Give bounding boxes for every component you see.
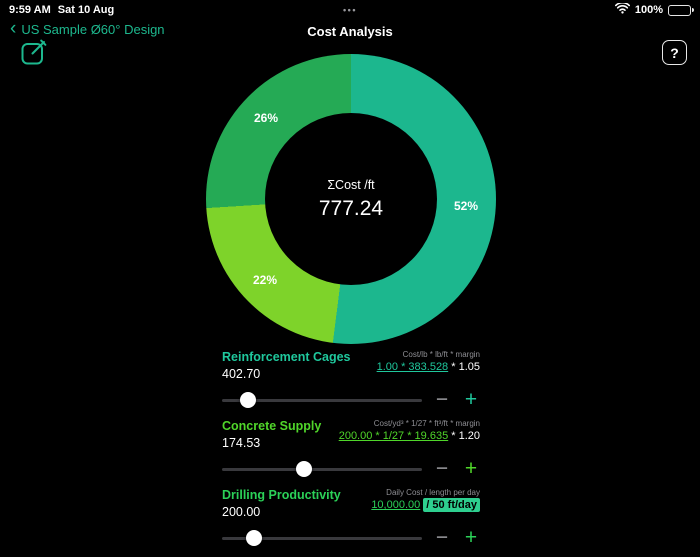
row-value: 200.00 bbox=[222, 505, 261, 519]
reinforcement-slider[interactable] bbox=[222, 392, 422, 408]
battery-icon bbox=[668, 4, 694, 16]
edit-button[interactable] bbox=[20, 38, 48, 66]
back-label: US Sample Ø60° Design bbox=[21, 22, 165, 37]
formula-suffix: * 1.20 bbox=[448, 430, 480, 442]
status-right: 100% bbox=[614, 1, 694, 17]
slider-thumb[interactable] bbox=[240, 392, 256, 408]
slice-label-reinforcement: 52% bbox=[453, 199, 479, 213]
clock: 9:59 AM bbox=[9, 4, 51, 16]
row-value: 402.70 bbox=[222, 367, 261, 381]
slider-thumb[interactable] bbox=[296, 461, 312, 477]
page-title: Cost Analysis bbox=[307, 24, 393, 39]
row-title: Concrete Supply bbox=[222, 419, 322, 433]
status-bar: 9:59 AM Sat 10 Aug ••• 100% bbox=[0, 0, 700, 20]
row-left: Concrete Supply 174.53 bbox=[222, 419, 321, 450]
help-label: ? bbox=[670, 44, 679, 61]
increment-button[interactable]: + bbox=[464, 388, 478, 411]
donut-chart: 52% 22% 26% ΣCost /ft 777.24 bbox=[206, 54, 496, 344]
increment-button[interactable]: + bbox=[464, 526, 478, 549]
formula-link[interactable]: 10,000.00 bbox=[371, 499, 421, 511]
row-title: Drilling Productivity bbox=[222, 488, 341, 502]
date: Sat 10 Aug bbox=[57, 4, 115, 16]
wifi-icon bbox=[614, 1, 630, 17]
compose-icon bbox=[20, 39, 48, 70]
decrement-button[interactable]: − bbox=[435, 457, 449, 480]
help-button[interactable]: ? bbox=[662, 40, 687, 65]
row-left: Reinforcement Cages 402.70 bbox=[222, 350, 351, 381]
back-chevron-icon: ‹ bbox=[10, 18, 17, 39]
status-left: 9:59 AM Sat 10 Aug bbox=[9, 4, 114, 16]
total-cost-label: ΣCost /ft bbox=[327, 177, 375, 192]
battery-percent: 100% bbox=[634, 4, 663, 16]
row-value: 174.53 bbox=[222, 436, 261, 450]
multitask-dots: ••• bbox=[343, 5, 357, 15]
donut-center: ΣCost /ft 777.24 bbox=[265, 113, 437, 285]
formula-caption: Cost/lb * lb/ft * margin bbox=[402, 350, 480, 359]
back-button[interactable]: ‹ US Sample Ø60° Design bbox=[10, 18, 165, 39]
drilling-slider[interactable] bbox=[222, 530, 422, 546]
slider-thumb[interactable] bbox=[246, 530, 262, 546]
slice-label-concrete: 22% bbox=[252, 273, 278, 287]
row-drilling-productivity: Drilling Productivity 200.00 Daily Cost … bbox=[222, 488, 480, 549]
cost-donut-chart-area: 52% 22% 26% ΣCost /ft 777.24 bbox=[206, 54, 496, 344]
row-reinforcement-cages: Reinforcement Cages 402.70 Cost/lb * lb/… bbox=[222, 350, 480, 411]
cost-parameter-list: Reinforcement Cages 402.70 Cost/lb * lb/… bbox=[222, 350, 480, 557]
concrete-slider[interactable] bbox=[222, 461, 422, 477]
increment-button[interactable]: + bbox=[464, 457, 478, 480]
row-title: Reinforcement Cages bbox=[222, 350, 351, 364]
formula-link[interactable]: 1.00 * 383.528 bbox=[376, 361, 449, 373]
decrement-button[interactable]: − bbox=[435, 526, 449, 549]
formula-suffix: * 1.05 bbox=[448, 361, 480, 373]
row-left: Drilling Productivity 200.00 bbox=[222, 488, 341, 519]
formula-caption: Cost/yd³ * 1/27 * ft³/ft * margin bbox=[373, 419, 480, 428]
formula-highlight[interactable]: / 50 ft/day bbox=[423, 498, 480, 512]
row-concrete-supply: Concrete Supply 174.53 Cost/yd³ * 1/27 *… bbox=[222, 419, 480, 480]
formula-caption: Daily Cost / length per day bbox=[386, 488, 480, 497]
formula-link[interactable]: 200.00 * 1/27 * 19.635 bbox=[338, 430, 449, 442]
slice-label-drilling: 26% bbox=[253, 111, 279, 125]
decrement-button[interactable]: − bbox=[435, 388, 449, 411]
total-cost-value: 777.24 bbox=[318, 196, 384, 220]
